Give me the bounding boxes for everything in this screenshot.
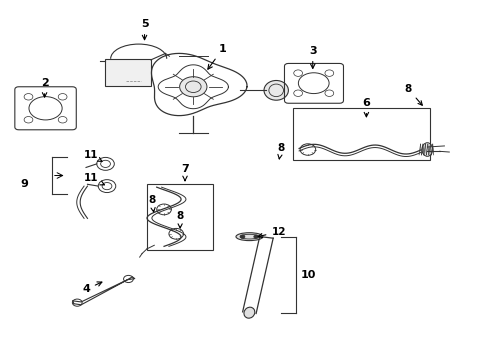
- Text: 8: 8: [148, 195, 155, 212]
- Bar: [104, 59, 151, 86]
- Text: 3: 3: [308, 46, 316, 68]
- Text: 11: 11: [83, 173, 104, 185]
- Ellipse shape: [244, 307, 254, 318]
- Text: 11: 11: [83, 150, 102, 161]
- Text: 8: 8: [176, 211, 183, 228]
- Text: 1: 1: [207, 44, 226, 69]
- Ellipse shape: [421, 143, 432, 156]
- Text: 7: 7: [181, 164, 188, 181]
- Text: 8: 8: [277, 143, 284, 159]
- Bar: [147, 184, 212, 250]
- Circle shape: [240, 235, 244, 238]
- Text: 4: 4: [82, 282, 102, 294]
- Text: 5: 5: [141, 19, 148, 40]
- Ellipse shape: [264, 81, 288, 100]
- Ellipse shape: [236, 233, 262, 240]
- Text: 10: 10: [300, 270, 315, 280]
- Text: 2: 2: [41, 78, 48, 97]
- Text: 6: 6: [362, 98, 369, 117]
- Text: 12: 12: [258, 227, 285, 238]
- Circle shape: [179, 77, 206, 97]
- Circle shape: [253, 235, 258, 238]
- Text: 9: 9: [20, 179, 28, 189]
- Text: 8: 8: [404, 84, 422, 105]
- Bar: [293, 108, 429, 160]
